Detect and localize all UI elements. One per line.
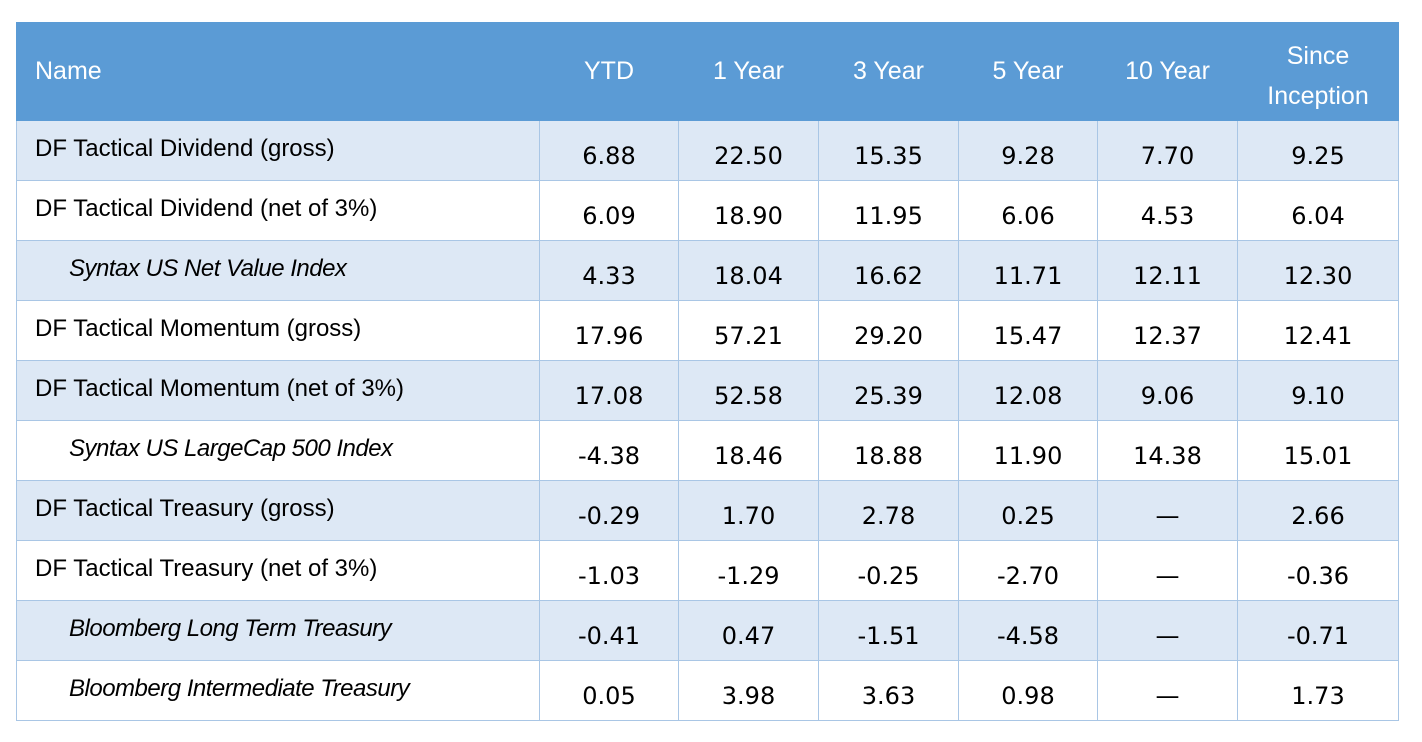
value-cell-10-year: 12.37 bbox=[1097, 300, 1238, 361]
value-cell-1-year: 3.98 bbox=[678, 660, 819, 721]
value-cell-1-year: 22.50 bbox=[678, 120, 819, 181]
value-cell-5-year: 11.71 bbox=[958, 240, 1098, 301]
value-cell-ytd: 6.88 bbox=[539, 120, 679, 181]
value-cell-5-year: -2.70 bbox=[958, 540, 1098, 601]
value-cell-1-year: 18.04 bbox=[678, 240, 819, 301]
value-cell-3-year: 2.78 bbox=[818, 480, 959, 541]
value-cell-1-year: 18.46 bbox=[678, 420, 819, 481]
column-header-3-year: 3 Year bbox=[818, 22, 959, 121]
value-cell-since-inception: 15.01 bbox=[1237, 420, 1399, 481]
header-row: Name YTD 1 Year 3 Year 5 Year 10 Year Si… bbox=[16, 22, 1399, 121]
value-cell-since-inception: 2.66 bbox=[1237, 480, 1399, 541]
strategy-name-cell: DF Tactical Momentum (net of 3%) bbox=[16, 360, 540, 421]
table-row: DF Tactical Treasury (gross) -0.29 1.70 2.7… bbox=[16, 480, 1399, 541]
value-cell-3-year: -0.25 bbox=[818, 540, 959, 601]
value-cell-since-inception: 6.04 bbox=[1237, 180, 1399, 241]
value-cell-3-year: 3.63 bbox=[818, 660, 959, 721]
strategy-name-cell: DF Tactical Dividend (net of 3%) bbox=[16, 180, 540, 241]
table-row: DF Tactical Momentum (net of 3%) 17.08 52.… bbox=[16, 360, 1399, 421]
value-cell-10-year: 9.06 bbox=[1097, 360, 1238, 421]
table-row: Syntax US LargeCap 500 Index -4.38 18.46 18… bbox=[16, 420, 1399, 481]
value-cell-ytd: 17.08 bbox=[539, 360, 679, 421]
table-row: Syntax US Net Value Index 4.33 18.04 16.62 1… bbox=[16, 240, 1399, 301]
table-row: DF Tactical Treasury (net of 3%) -1.03 -1.… bbox=[16, 540, 1399, 601]
value-cell-ytd: 6.09 bbox=[539, 180, 679, 241]
value-cell-1-year: -1.29 bbox=[678, 540, 819, 601]
benchmark-name-cell: Syntax US LargeCap 500 Index bbox=[16, 420, 540, 481]
value-cell-5-year: 0.98 bbox=[958, 660, 1098, 721]
value-cell-3-year: 11.95 bbox=[818, 180, 959, 241]
value-cell-10-year: 14.38 bbox=[1097, 420, 1238, 481]
benchmark-name-cell: Bloomberg Intermediate Treasury bbox=[16, 660, 540, 721]
value-cell-5-year: 12.08 bbox=[958, 360, 1098, 421]
value-cell-10-year: — bbox=[1097, 480, 1238, 541]
value-cell-10-year: — bbox=[1097, 660, 1238, 721]
value-cell-5-year: 0.25 bbox=[958, 480, 1098, 541]
table-row: DF Tactical Dividend (gross) 6.88 22.50 15.… bbox=[16, 120, 1399, 181]
value-cell-since-inception: -0.36 bbox=[1237, 540, 1399, 601]
table-row: Bloomberg Long Term Treasury -0.41 0.47 -1.… bbox=[16, 600, 1399, 661]
value-cell-ytd: 4.33 bbox=[539, 240, 679, 301]
value-cell-3-year: -1.51 bbox=[818, 600, 959, 661]
table-row: Bloomberg Intermediate Treasury 0.05 3.98 3… bbox=[16, 660, 1399, 721]
strategy-name-cell: DF Tactical Treasury (gross) bbox=[16, 480, 540, 541]
value-cell-1-year: 18.90 bbox=[678, 180, 819, 241]
column-header-since-inception: Since Inception bbox=[1237, 22, 1399, 121]
value-cell-3-year: 25.39 bbox=[818, 360, 959, 421]
value-cell-since-inception: 12.41 bbox=[1237, 300, 1399, 361]
column-header-5-year: 5 Year bbox=[958, 22, 1098, 121]
table-row: DF Tactical Dividend (net of 3%) 6.09 18.9… bbox=[16, 180, 1399, 241]
value-cell-10-year: 12.11 bbox=[1097, 240, 1238, 301]
strategy-name-cell: DF Tactical Dividend (gross) bbox=[16, 120, 540, 181]
table-body: DF Tactical Dividend (gross) 6.88 22.50 15.… bbox=[16, 120, 1399, 721]
value-cell-1-year: 52.58 bbox=[678, 360, 819, 421]
column-header-1-year: 1 Year bbox=[678, 22, 819, 121]
value-cell-ytd: -0.41 bbox=[539, 600, 679, 661]
value-cell-5-year: 6.06 bbox=[958, 180, 1098, 241]
value-cell-since-inception: 12.30 bbox=[1237, 240, 1399, 301]
value-cell-ytd: -1.03 bbox=[539, 540, 679, 601]
value-cell-10-year: 7.70 bbox=[1097, 120, 1238, 181]
benchmark-name-cell: Bloomberg Long Term Treasury bbox=[16, 600, 540, 661]
value-cell-5-year: -4.58 bbox=[958, 600, 1098, 661]
value-cell-3-year: 16.62 bbox=[818, 240, 959, 301]
value-cell-since-inception: 1.73 bbox=[1237, 660, 1399, 721]
value-cell-ytd: 17.96 bbox=[539, 300, 679, 361]
value-cell-ytd: -0.29 bbox=[539, 480, 679, 541]
value-cell-1-year: 1.70 bbox=[678, 480, 819, 541]
benchmark-name-cell: Syntax US Net Value Index bbox=[16, 240, 540, 301]
strategy-name-cell: DF Tactical Momentum (gross) bbox=[16, 300, 540, 361]
value-cell-1-year: 0.47 bbox=[678, 600, 819, 661]
value-cell-10-year: — bbox=[1097, 540, 1238, 601]
value-cell-ytd: 0.05 bbox=[539, 660, 679, 721]
value-cell-5-year: 9.28 bbox=[958, 120, 1098, 181]
value-cell-since-inception: 9.10 bbox=[1237, 360, 1399, 421]
value-cell-5-year: 11.90 bbox=[958, 420, 1098, 481]
value-cell-ytd: -4.38 bbox=[539, 420, 679, 481]
value-cell-since-inception: 9.25 bbox=[1237, 120, 1399, 181]
value-cell-3-year: 18.88 bbox=[818, 420, 959, 481]
column-header-ytd: YTD bbox=[539, 22, 679, 121]
value-cell-since-inception: -0.71 bbox=[1237, 600, 1399, 661]
value-cell-10-year: 4.53 bbox=[1097, 180, 1238, 241]
value-cell-5-year: 15.47 bbox=[958, 300, 1098, 361]
value-cell-3-year: 29.20 bbox=[818, 300, 959, 361]
performance-table: Name YTD 1 Year 3 Year 5 Year 10 Year Si… bbox=[16, 22, 1399, 721]
value-cell-1-year: 57.21 bbox=[678, 300, 819, 361]
column-header-10-year: 10 Year bbox=[1097, 22, 1238, 121]
value-cell-3-year: 15.35 bbox=[818, 120, 959, 181]
value-cell-10-year: — bbox=[1097, 600, 1238, 661]
table-row: DF Tactical Momentum (gross) 17.96 57.21 29… bbox=[16, 300, 1399, 361]
strategy-name-cell: DF Tactical Treasury (net of 3%) bbox=[16, 540, 540, 601]
column-header-name: Name bbox=[16, 22, 540, 121]
